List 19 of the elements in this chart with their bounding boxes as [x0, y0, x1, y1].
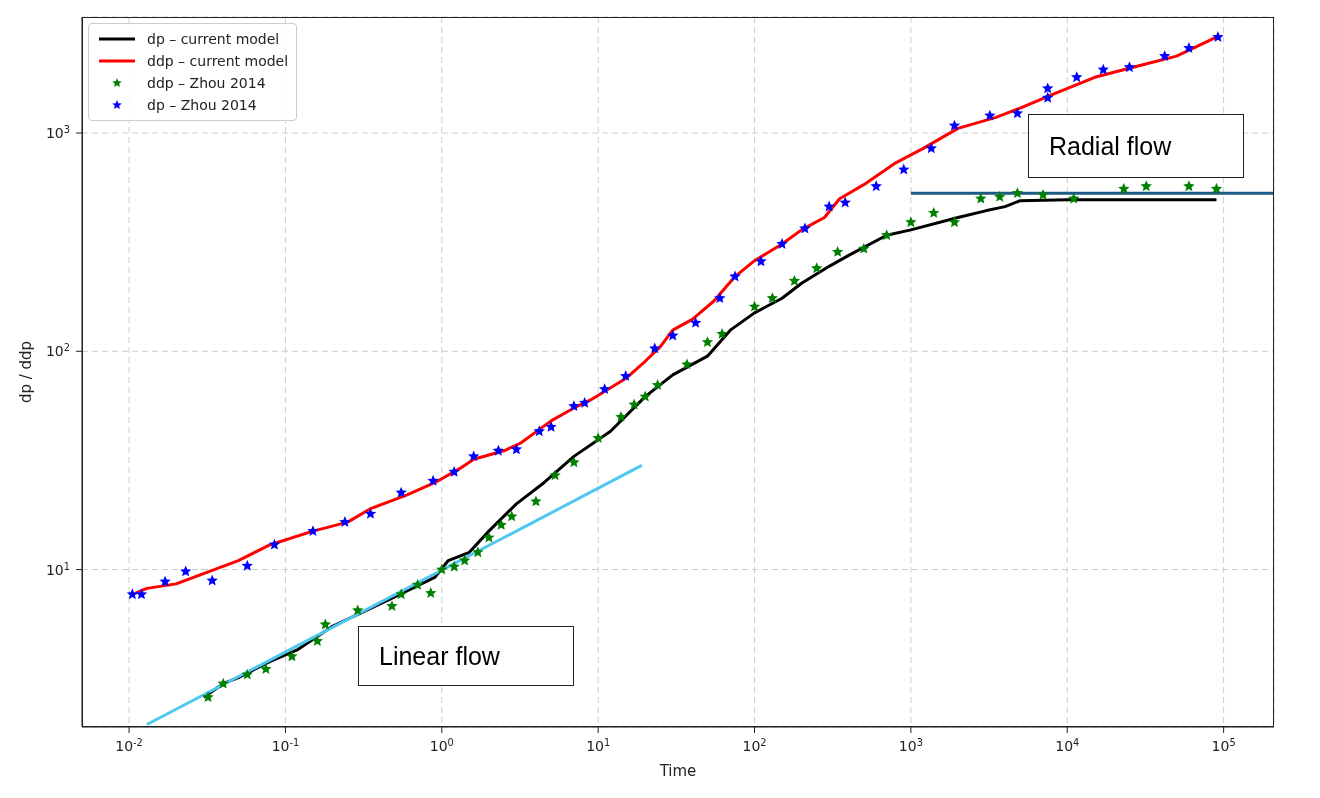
x-tick-label: 10$^{3}$ — [898, 736, 923, 754]
x-tick-label: 10$^{-2}$ — [115, 736, 143, 754]
x-tick-label: 10$^{2}$ — [742, 736, 767, 754]
legend-label: ddp – Zhou 2014 — [147, 75, 266, 91]
legend-label: dp – current model — [147, 31, 280, 47]
y-axis-title: dp / ddp — [17, 340, 36, 404]
y-tick-label: 10$^{2}$ — [45, 341, 70, 360]
text-box: Linear flow — [358, 626, 574, 686]
x-tick-label: 10$^{0}$ — [429, 736, 454, 754]
text-box: Radial flow — [1028, 114, 1244, 178]
x-tick-label: 10$^{5}$ — [1211, 736, 1236, 754]
x-tick-label: 10$^{-1}$ — [271, 736, 300, 754]
x-tick-label: 10$^{4}$ — [1055, 736, 1080, 754]
y-tick-label: 10$^{3}$ — [45, 123, 70, 142]
y-tick-label: 10$^{1}$ — [45, 560, 70, 578]
x-axis-title: Time — [658, 762, 697, 780]
legend-label: ddp – current model — [147, 53, 289, 69]
legend-label: dp – Zhou 2014 — [147, 97, 257, 113]
x-tick-label: 10$^{1}$ — [586, 736, 611, 754]
